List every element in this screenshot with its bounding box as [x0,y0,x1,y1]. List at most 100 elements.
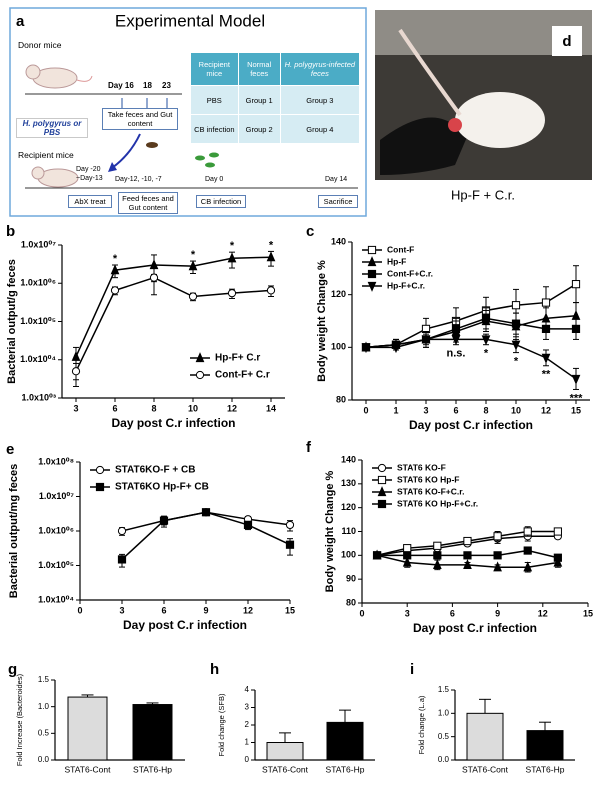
panel-label: d [562,33,571,50]
marker [367,281,377,292]
y-tick-label: 2 [245,720,250,729]
recipient-label: Recipient mice [18,150,74,160]
marker [188,292,198,301]
marker [523,561,533,572]
legend-label: Cont-F+C.r. [387,268,433,278]
marker [71,367,81,376]
marker [391,343,401,354]
significance: * [484,348,489,360]
series-line [365,283,577,349]
x-tick-label: 1 [393,405,398,415]
marker [451,335,461,346]
y-tick-label: 1.5 [438,685,450,694]
marker [463,551,472,560]
panel-label: b [6,223,15,240]
recipient-day: Day 14 [325,176,348,183]
mouse-tail [398,28,462,117]
y-tick-label: 1.0x10⁰⁵ [38,560,74,570]
marker [243,520,253,530]
y-tick-label: 1.0x10⁰³ [22,392,56,402]
y-tick-label: 1.0 [438,708,450,717]
y-tick-label: 0.0 [38,755,50,764]
marker [377,463,387,473]
table-cell: Group 2 [237,114,281,144]
marker [481,314,491,323]
marker [195,370,205,380]
x-tick-label: 10 [188,403,198,413]
donor-label: Donor mice [18,40,62,50]
marker [149,259,159,270]
marker [463,536,472,546]
donor-treatment: H. polygyrus or PBS [16,118,88,138]
series-line [365,317,576,349]
x-tick-label: STAT6-Hp [133,764,172,774]
x-tick-label: 12 [538,608,548,618]
legend-label: STAT6 KO Hp-F+C.r. [397,498,478,508]
x-axis-label: Day post C.r infection [413,621,537,635]
marker [451,324,461,333]
legend-label: Cont-F+ C.r [215,370,270,381]
panel-label: i [410,661,414,678]
x-tick-label: 12 [541,405,551,415]
series-line [75,276,272,372]
y-axis-label: Fold Increase (Bacteroides) [15,673,24,766]
y-tick-label: 4 [245,685,250,694]
marker [367,245,377,255]
significance: * [269,239,274,251]
y-axis-label: Bacterial output/g feces [6,259,18,384]
marker [149,273,159,282]
y-tick-label: 1 [245,738,250,747]
x-tick-label: STAT6-Cont [65,764,112,774]
y-tick-label: 1.0x10⁰⁵ [20,316,56,326]
group-table: Recipient mice Normal feces H. polygyrus-i… [190,52,361,144]
marker [266,251,276,262]
y-tick-label: 1.0x10⁰⁶ [38,525,74,535]
marker [403,551,412,560]
y-tick-label: 100 [341,550,356,560]
x-tick-label: 6 [453,405,458,415]
series-line [121,511,291,560]
y-tick-label: 0.5 [438,732,450,741]
marker [523,546,532,555]
marker [372,551,382,560]
panel-label: f [306,439,312,456]
x-tick-label: 3 [423,405,428,415]
y-tick-label: 130 [341,478,356,488]
y-axis-label: Body weight Change % [324,470,336,592]
marker [511,319,521,328]
x-tick-label: 12 [227,403,237,413]
recipient-step: Sacrifice [318,195,358,208]
donor-mouse [25,64,93,89]
marker [433,551,442,560]
marker [493,561,502,572]
x-axis-label: Day post C.r infection [409,418,533,432]
y-tick-label: 0 [245,755,250,764]
marker [367,256,377,267]
donor-arrows [121,98,168,108]
table-header: Normal feces [237,52,281,86]
y-tick-label: 0.5 [38,728,50,737]
feces-icon [146,142,158,148]
table-cell: Group 3 [279,85,361,115]
marker [553,527,562,536]
significance: * [113,253,118,265]
x-tick-label: STAT6-Cont [262,764,309,774]
marker [493,551,502,560]
x-tick-label: 10 [511,405,521,415]
bar [266,742,304,761]
marker [110,286,120,295]
x-tick-label: 8 [151,403,156,413]
marker [432,559,442,569]
marker [195,352,205,363]
legend-label: STAT6 KO-F [397,462,446,472]
x-tick-label: 9 [495,608,500,618]
y-tick-label: 1.5 [38,675,50,684]
legend-label: STAT6KO Hp-F+ CB [115,482,209,493]
marker [523,527,532,536]
y-tick-label: 120 [341,502,356,512]
donor-day: 23 [162,81,171,90]
x-tick-label: 6 [112,403,117,413]
table-cell: CB infection [190,114,239,144]
glove [380,117,470,175]
